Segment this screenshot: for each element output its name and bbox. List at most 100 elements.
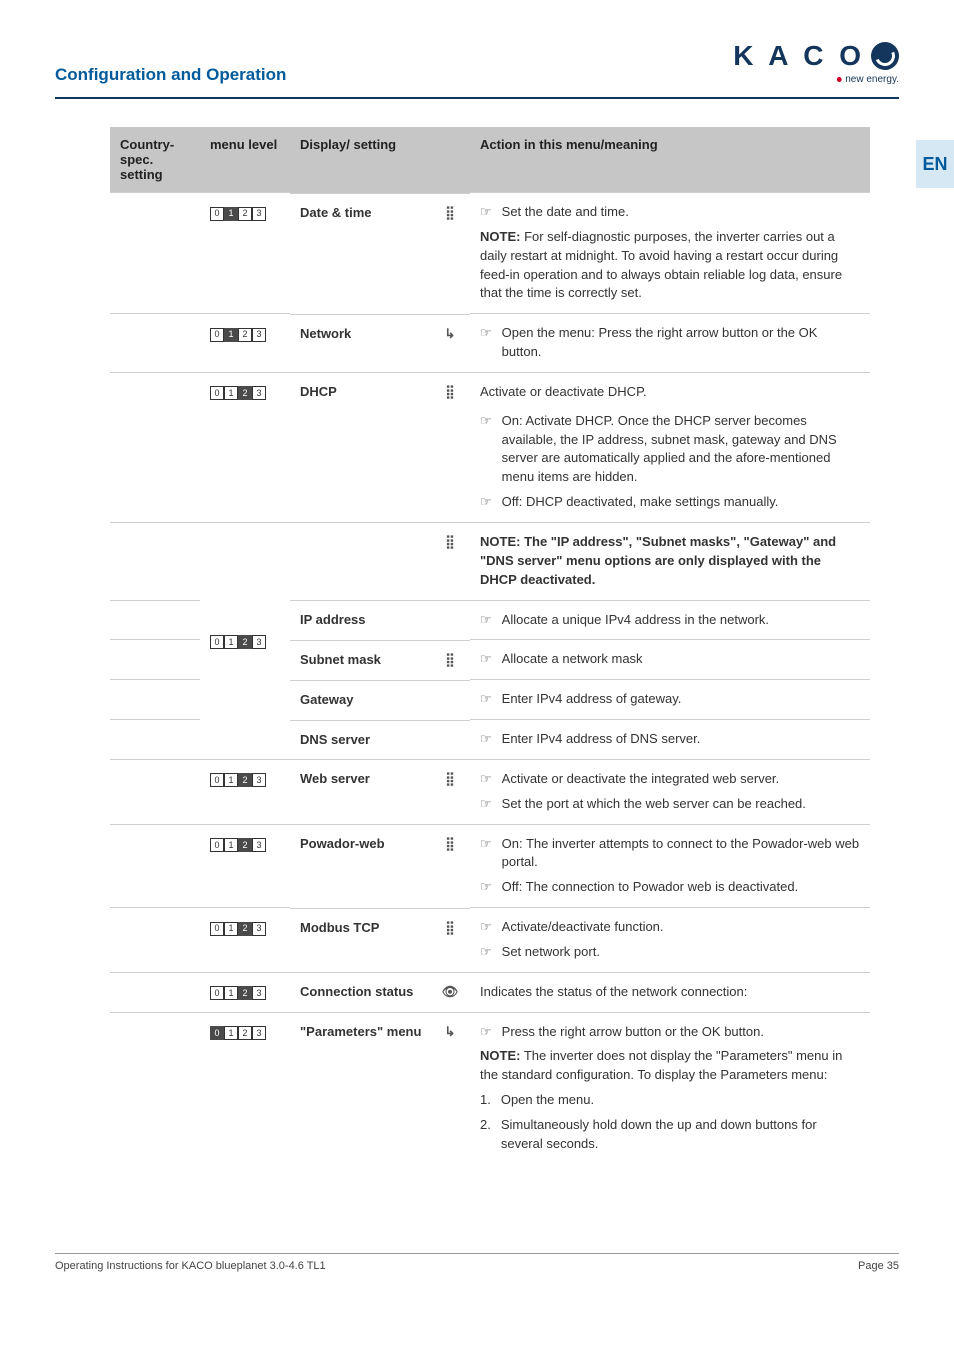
level-badge: 0123 [210,773,266,787]
bullet-text: Activate or deactivate the integrated we… [502,770,780,789]
col-level: menu level [200,127,290,193]
enter-arrow-icon: ↳ [440,325,460,344]
row-label: Subnet mask [300,651,434,670]
settings-icon: ⣿ [440,533,460,552]
hand-icon: ☞ [480,690,492,709]
hand-icon: ☞ [480,878,492,897]
hand-icon: ☞ [480,795,492,814]
settings-icon: ⣿ [440,651,460,670]
row-label: DNS server [300,731,460,750]
level-badge: 0123 [210,838,266,852]
settings-icon: ⣿ [440,835,460,854]
logo: K A C O • new energy. [733,40,899,85]
row-label: IP address [300,611,460,630]
settings-icon: ⣿ [440,770,460,789]
bullet-text: Activate/deactivate function. [502,918,664,937]
table-header-row: Coun­try-spec. setting menu level Displa… [110,127,870,193]
level-badge: 0123 [210,986,266,1000]
hand-icon: ☞ [480,918,492,937]
logo-swirl-icon [871,42,899,70]
enter-arrow-icon: ↳ [440,1023,460,1042]
logo-letters: K A C O [733,40,865,72]
row-label: Web server [300,770,434,789]
step-num: 1. [480,1091,491,1110]
bullet-text: Open the menu: Press the right arrow but… [502,324,860,362]
bullet-text: Set network port. [502,943,600,962]
note-block: NOTE: The "IP address", "Subnet masks", … [480,533,860,590]
row-label: Modbus TCP [300,919,434,938]
level-badge: 0123 [210,207,266,221]
logo-text: K A C O [733,40,899,72]
bullet-text: On: Activate DHCP. Once the DHCP server … [502,412,860,487]
header-rule [55,97,899,99]
hand-icon: ☞ [480,611,492,630]
hand-icon: ☞ [480,203,492,222]
logo-sub-text: new energy [845,74,896,85]
hand-icon: ☞ [480,943,492,962]
level-badge: 0123 [210,1026,266,1040]
bullet-text: On: The inverter attempts to connect to … [502,835,860,873]
hand-icon: ☞ [480,493,492,512]
row-label: DHCP [300,383,434,402]
table-row: 0123 Powador-web ⣿ ☞ On: The inverter atte… [110,824,870,908]
settings-icon: ⣿ [440,204,460,223]
level-badge: 0123 [210,635,266,649]
language-tab: EN [916,140,954,188]
page: Configuration and Operation K A C O • ne… [0,0,954,1290]
row-label: "Parameters" menu [300,1023,434,1042]
header-row: Configuration and Operation K A C O • ne… [55,40,899,85]
step-num: 2. [480,1116,491,1154]
hand-icon: ☞ [480,730,492,749]
table-row: 0123 Network ↳ ☞ Open the menu: Press the … [110,314,870,373]
footer-left: Operating Instructions for KACO blueplan… [55,1260,326,1272]
footer-right: Page 35 [858,1260,899,1272]
params-note: NOTE: The inverter does not display the … [480,1047,860,1085]
col-action: Action in this menu/meaning [470,127,870,193]
section-title: Configuration and Operation [55,65,286,85]
hand-icon: ☞ [480,412,492,487]
col-country: Coun­try-spec. setting [110,127,200,193]
page-footer: Operating Instructions for KACO blueplan… [55,1253,899,1272]
table-row: 0123 Connection status 👁 Indicates the st… [110,972,870,1012]
hand-icon: ☞ [480,650,492,669]
config-table: Coun­try-spec. setting menu level Displa… [110,127,870,1164]
table-row: 0123 ⣿ NOTE: The "IP address", "Subnet m… [110,522,870,600]
logo-subtitle: • new energy. [733,74,899,85]
hand-icon: ☞ [480,324,492,362]
table-row: 0123 "Parameters" menu ↳ ☞ Press the right… [110,1012,870,1164]
row-label: Network [300,325,434,344]
table-row: 0123 Modbus TCP ⣿ ☞ Activate/deactivate fu… [110,908,870,973]
row-label: Gateway [300,691,460,710]
step-text: Open the menu. [501,1091,594,1110]
col-display: Display/ setting [290,127,470,193]
bullet-text: Press the right arrow button or the OK b… [502,1023,764,1042]
conn-text: Indicates the status of the network conn… [480,984,747,999]
bullet-text: Off: The connection to Powador web is de… [502,878,799,897]
bullet-text: Enter IPv4 address of DNS server. [502,730,701,749]
level-badge: 0123 [210,922,266,936]
settings-icon: ⣿ [440,383,460,402]
table-row: 0123 Web server ⣿ ☞ Activate or deactivate… [110,759,870,824]
row-label: Connection status [300,983,434,1002]
hand-icon: ☞ [480,1023,492,1042]
level-badge: 0123 [210,386,266,400]
eye-icon: 👁 [440,983,460,1002]
row-label: Powador-web [300,835,434,854]
hand-icon: ☞ [480,770,492,789]
bullet-text: Set the port at which the web server can… [502,795,806,814]
note-text: NOTE: For self-diagnostic purposes, the … [480,228,860,303]
step-text: Simultaneously hold down the up and down… [501,1116,860,1154]
dhcp-intro: Activate or deactivate DHCP. [480,383,860,402]
bullet-text: Enter IPv4 address of gateway. [502,690,682,709]
hand-icon: ☞ [480,835,492,873]
logo-dot-icon: • [836,69,842,89]
table-row: 0123 DHCP⣿ Activate or deactivate DHCP. … [110,372,870,522]
bullet-text: Set the date and time. [502,203,629,222]
settings-icon: ⣿ [440,919,460,938]
bullet-text: Off: DHCP deactivated, make settings man… [502,493,779,512]
table-row: 0123 Date & time ⣿ ☞ Set the date and time… [110,193,870,314]
bullet-text: Allocate a unique IPv4 address in the ne… [502,611,769,630]
level-badge: 0123 [210,328,266,342]
bullet-text: Allocate a network mask [502,650,643,669]
row-label: Date & time [300,204,434,223]
